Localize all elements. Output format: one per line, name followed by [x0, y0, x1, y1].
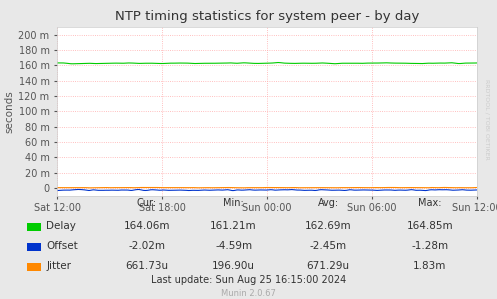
Text: 162.69m: 162.69m	[305, 221, 351, 231]
Text: 196.90u: 196.90u	[212, 260, 255, 271]
Text: Min:: Min:	[223, 198, 244, 208]
Text: Avg:: Avg:	[318, 198, 338, 208]
Text: Max:: Max:	[418, 198, 442, 208]
Text: 164.85m: 164.85m	[407, 221, 453, 231]
Text: Delay: Delay	[46, 221, 76, 231]
Text: -2.45m: -2.45m	[310, 241, 346, 251]
Text: 161.21m: 161.21m	[210, 221, 257, 231]
Text: Jitter: Jitter	[46, 260, 71, 271]
Text: -1.28m: -1.28m	[412, 241, 448, 251]
Text: RRDTOOL / TOBI OETIKER: RRDTOOL / TOBI OETIKER	[485, 79, 490, 160]
Text: Offset: Offset	[46, 241, 78, 251]
Text: 661.73u: 661.73u	[125, 260, 168, 271]
Y-axis label: seconds: seconds	[4, 90, 14, 133]
Text: Last update: Sun Aug 25 16:15:00 2024: Last update: Sun Aug 25 16:15:00 2024	[151, 275, 346, 285]
Text: -2.02m: -2.02m	[128, 241, 165, 251]
Text: 164.06m: 164.06m	[123, 221, 170, 231]
Text: -4.59m: -4.59m	[215, 241, 252, 251]
Text: Cur:: Cur:	[137, 198, 157, 208]
Text: Munin 2.0.67: Munin 2.0.67	[221, 289, 276, 298]
Text: 1.83m: 1.83m	[413, 260, 447, 271]
Title: NTP timing statistics for system peer - by day: NTP timing statistics for system peer - …	[115, 10, 419, 23]
Text: 671.29u: 671.29u	[307, 260, 349, 271]
